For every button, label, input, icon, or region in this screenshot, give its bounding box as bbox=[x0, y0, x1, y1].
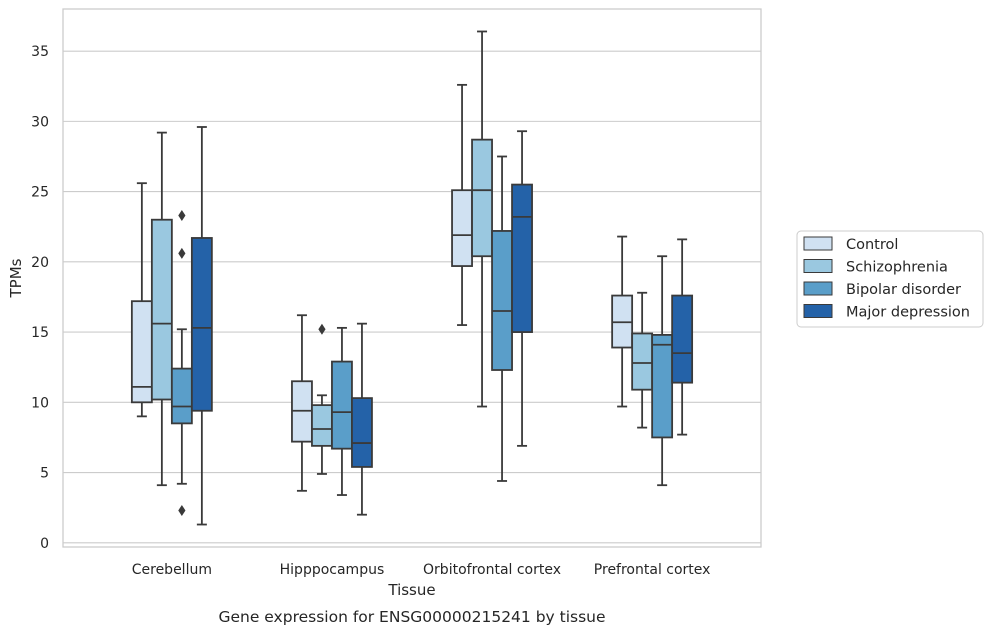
y-tick-label-10: 10 bbox=[31, 395, 49, 411]
box-1-series-1 bbox=[130, 182, 153, 418]
legend-label-3: Bipolar disorder bbox=[846, 282, 961, 298]
legend-swatch-3 bbox=[803, 281, 833, 296]
box-2-series-4 bbox=[351, 322, 373, 516]
x-tick-label-4: Prefrontal cortex bbox=[594, 562, 711, 578]
y-tick-label-35: 35 bbox=[31, 44, 49, 60]
box bbox=[631, 332, 654, 391]
legend-swatch-1 bbox=[803, 236, 833, 251]
legend-swatch-4 bbox=[803, 304, 833, 318]
box-3-series-2 bbox=[471, 30, 493, 408]
x-tick-label-1: Cerebellum bbox=[132, 562, 212, 578]
y-tick-label-30: 30 bbox=[31, 114, 49, 130]
box bbox=[311, 404, 333, 447]
plot-frame bbox=[62, 8, 762, 548]
outlier-point-3 bbox=[178, 504, 186, 516]
box-4-series-4 bbox=[671, 238, 694, 436]
legend-label-2: Schizophrenia bbox=[846, 260, 948, 276]
box bbox=[331, 360, 353, 450]
box bbox=[190, 237, 213, 412]
box bbox=[671, 294, 694, 384]
box-1-series-4 bbox=[190, 126, 213, 526]
x-tick-label-2: Hipppocampus bbox=[280, 562, 385, 578]
box-3-series-4 bbox=[511, 130, 533, 447]
box bbox=[170, 367, 193, 425]
box-series bbox=[130, 30, 694, 526]
outlier-point-1 bbox=[318, 323, 326, 335]
x-axis-label: Tissue bbox=[387, 581, 435, 599]
box-1-series-2 bbox=[150, 131, 173, 487]
y-tick-label-0: 0 bbox=[40, 536, 49, 552]
chart-caption: Gene expression for ENSG00000215241 by t… bbox=[218, 608, 605, 626]
y-axis-ticks: 0 5 10 15 20 25 30 35 bbox=[31, 44, 49, 552]
box-4-series-2 bbox=[631, 291, 654, 429]
box bbox=[491, 230, 513, 371]
x-axis-ticks: Cerebellum Hipppocampus Orbitofrontal cort… bbox=[132, 562, 711, 578]
x-tick-label-3: Orbitofrontal cortex bbox=[423, 562, 561, 578]
legend-label-1: Control bbox=[846, 237, 898, 253]
box-1-series-3 bbox=[170, 209, 193, 516]
legend-swatch-2 bbox=[803, 259, 833, 273]
box bbox=[351, 397, 373, 468]
box-3-series-1 bbox=[451, 83, 473, 326]
y-axis-label: TPMs bbox=[7, 258, 25, 298]
y-tick-label-25: 25 bbox=[31, 185, 49, 201]
legend: Control Schizophrenia Bipolar disorder Majo… bbox=[796, 230, 984, 328]
box-4-series-1 bbox=[611, 235, 634, 408]
outlier-point-2 bbox=[178, 247, 186, 259]
legend-frame bbox=[796, 230, 984, 328]
box bbox=[150, 218, 173, 401]
box bbox=[651, 333, 674, 439]
box bbox=[451, 189, 473, 267]
box bbox=[511, 183, 533, 333]
box-4-series-3 bbox=[651, 255, 674, 487]
y-tick-label-15: 15 bbox=[31, 325, 49, 341]
outlier-point-1 bbox=[178, 209, 186, 221]
plot-area bbox=[63, 9, 761, 547]
y-tick-label-5: 5 bbox=[40, 466, 49, 482]
legend-label-4: Major depression bbox=[846, 305, 970, 321]
box-2-series-1 bbox=[291, 314, 313, 492]
box bbox=[471, 138, 493, 258]
box-3-series-3 bbox=[491, 155, 513, 482]
y-tick-label-20: 20 bbox=[31, 255, 49, 271]
